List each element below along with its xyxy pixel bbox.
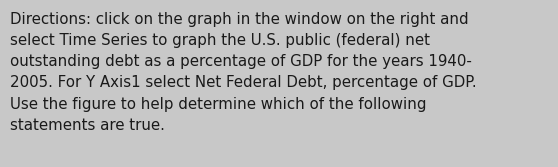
- Text: Directions: click on the graph in the window on the right and
select Time Series: Directions: click on the graph in the wi…: [10, 12, 477, 133]
